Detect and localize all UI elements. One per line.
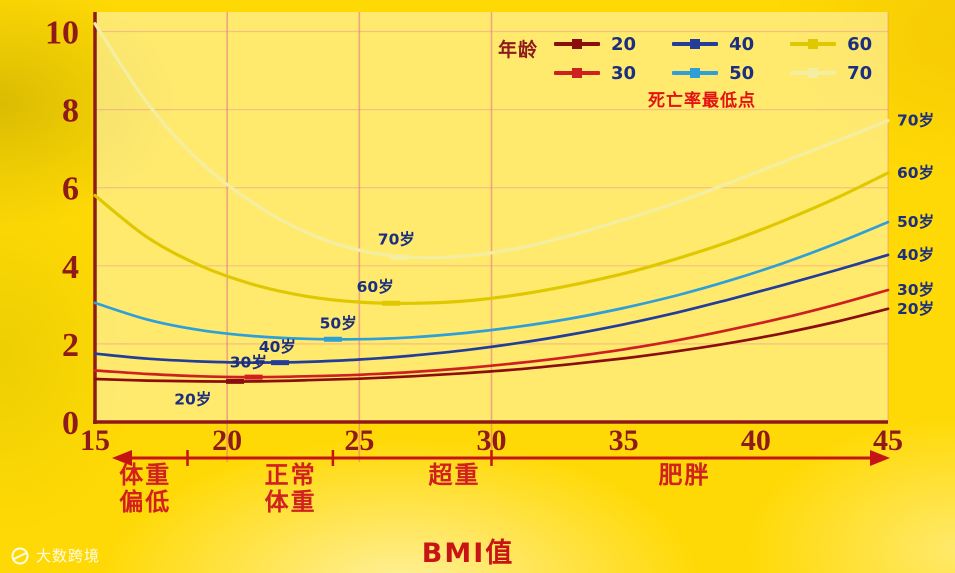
legend-column-1: 20 30 — [554, 33, 637, 84]
curve-age-40 — [93, 253, 890, 364]
curve-label-age-40: 40岁 — [259, 337, 296, 356]
legend-marker-age-20 — [572, 39, 583, 49]
legend-columns: 20 30 40 50 60 — [554, 33, 873, 84]
legend-marker-age-40 — [690, 39, 701, 49]
right-label-age-40: 40岁 — [897, 245, 934, 264]
legend-marker-age-70 — [808, 68, 819, 78]
right-label-age-60: 60岁 — [897, 163, 934, 182]
watermark-text: 大数跨境 — [36, 547, 101, 565]
legend-swatch-age-60 — [790, 39, 837, 49]
right-label-age-70: 70岁 — [897, 111, 934, 130]
x-tick-label: 25 — [344, 424, 374, 457]
watermark: 大数跨境 — [10, 545, 100, 566]
bmi-category-obese: 肥胖 — [658, 461, 711, 489]
legend-swatch-age-70 — [790, 68, 837, 78]
y-tick-label: 0 — [62, 405, 79, 442]
legend-swatch-age-40 — [672, 39, 719, 49]
legend-item-age-50: 50 — [672, 62, 755, 84]
curve-age-50 — [93, 220, 890, 341]
y-tick-label: 2 — [62, 327, 79, 364]
legend-marker-age-60 — [808, 39, 819, 49]
curve-age-60 — [93, 171, 890, 305]
legend-marker-age-50 — [690, 68, 701, 78]
legend-item-age-40: 40 — [672, 33, 755, 55]
bmi-range-arrow-left-head — [112, 450, 132, 466]
curve-label-age-70: 70岁 — [378, 229, 415, 248]
x-tick-label: 15 — [80, 424, 110, 457]
legend-label-age-40: 40 — [729, 33, 755, 55]
legend-label-age-30: 30 — [611, 62, 637, 84]
curve-label-age-20: 20岁 — [174, 389, 211, 408]
bmi-category-normal: 正常 体重 — [264, 461, 317, 516]
bmi-range-arrow-right-head — [870, 450, 890, 466]
curve-label-age-60: 60岁 — [357, 277, 394, 296]
x-tick-label: 20 — [212, 424, 242, 457]
legend-item-age-70: 70 — [790, 62, 873, 84]
legend-item-age-60: 60 — [790, 33, 873, 55]
legend-swatch-age-50 — [672, 68, 719, 78]
legend-item-age-30: 30 — [554, 62, 637, 84]
legend-note-lowest-mortality: 死亡率最低点 — [648, 91, 756, 111]
y-tick-label: 6 — [62, 171, 79, 208]
y-tick-label: 4 — [62, 249, 79, 286]
legend-label-age-20: 20 — [611, 33, 637, 55]
x-axis-title: BMI值 — [421, 538, 515, 569]
legend-column-3: 60 70 — [790, 33, 873, 84]
legend-label-age-70: 70 — [847, 62, 873, 84]
bmi-category-underweight: 体重 偏低 — [119, 461, 172, 516]
x-tick-label: 40 — [741, 424, 771, 457]
x-tick-label: 35 — [609, 424, 639, 457]
right-label-age-30: 30岁 — [897, 280, 934, 299]
curve-label-age-30: 30岁 — [230, 353, 267, 372]
right-label-age-50: 50岁 — [897, 212, 934, 231]
legend-swatch-age-20 — [554, 39, 601, 49]
curve-age-30 — [93, 288, 890, 379]
x-tick-label: 45 — [873, 424, 903, 457]
y-tick-label: 10 — [45, 15, 79, 52]
curve-age-70 — [93, 22, 890, 260]
legend-item-age-20: 20 — [554, 33, 637, 55]
y-tick-label: 8 — [62, 93, 79, 130]
legend-column-2: 40 50 — [672, 33, 755, 84]
legend-marker-age-30 — [572, 68, 583, 78]
legend-label-age-50: 50 — [729, 62, 755, 84]
legend-label-age-60: 60 — [847, 33, 873, 55]
legend-swatch-age-30 — [554, 68, 601, 78]
curve-label-age-50: 50岁 — [320, 314, 357, 333]
right-label-age-20: 20岁 — [897, 299, 934, 318]
bmi-category-overweight: 超重 — [428, 461, 481, 489]
chart-legend: 年龄 20 30 40 50 — [498, 33, 873, 84]
watermark-logo-icon — [10, 546, 30, 566]
legend-title: 年龄 — [498, 39, 539, 61]
